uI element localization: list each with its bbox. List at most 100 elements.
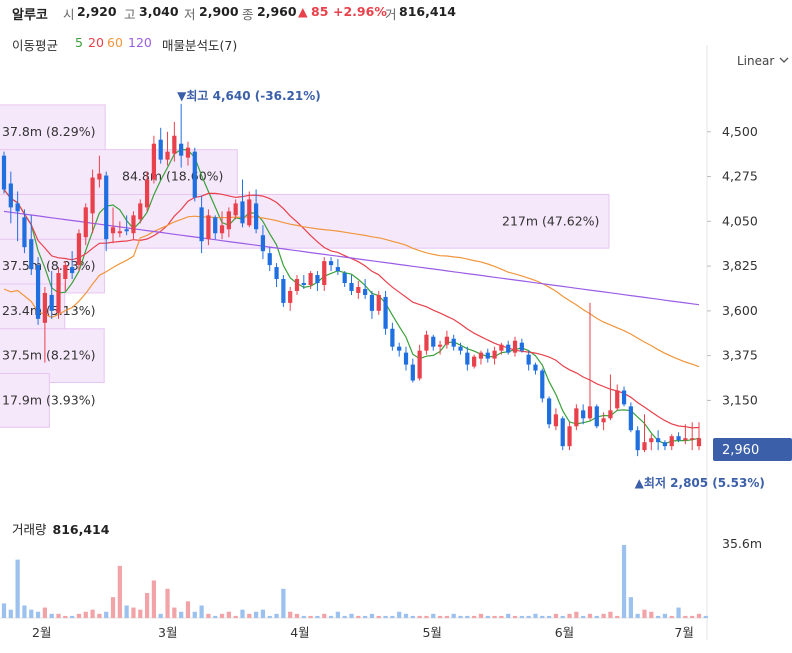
high-value: 3,040: [139, 4, 179, 19]
ma5-label[interactable]: 5: [75, 35, 83, 50]
close-label: 종: [242, 7, 254, 22]
volume-bar: [676, 607, 681, 618]
volume-bar: [342, 615, 347, 618]
volume-bars: [1, 545, 708, 618]
candle-body: [267, 253, 272, 266]
volume-bar: [192, 611, 197, 618]
volume-bar: [451, 613, 456, 618]
volume-axis: 35.6m: [722, 536, 762, 551]
volume-profile-label: 37.8m (8.29%): [2, 124, 95, 139]
candle-body: [158, 139, 163, 160]
candle-body: [690, 438, 695, 440]
candle-body: [240, 201, 245, 224]
scale-toggle[interactable]: Linear: [737, 54, 775, 68]
volume-bar: [8, 609, 13, 618]
volume-bar: [424, 615, 429, 618]
volume-bar: [158, 613, 163, 618]
volume-bar: [56, 613, 61, 618]
candle-body: [274, 267, 279, 280]
close-value: 2,960: [257, 4, 297, 19]
volume-bar: [444, 615, 450, 618]
volume-bar: [621, 545, 627, 618]
low-label: 저: [184, 7, 196, 22]
volume-bar: [144, 592, 150, 618]
volume-bar: [390, 615, 395, 618]
volume-bar: [97, 613, 102, 618]
month-label: 5월: [422, 625, 441, 640]
candle-body: [376, 294, 381, 311]
candle-body: [151, 143, 157, 180]
open-label: 시: [63, 7, 75, 22]
volume-bar: [356, 615, 361, 618]
volume-bar: [567, 613, 572, 618]
candle-body: [594, 406, 599, 427]
candle-body: [206, 215, 211, 240]
candle-body: [696, 438, 702, 447]
volume-bar: [49, 613, 54, 618]
ma20-label[interactable]: 20: [88, 35, 104, 50]
chevron-down-icon[interactable]: [779, 55, 789, 65]
candle-body: [662, 442, 668, 447]
candle-body: [315, 275, 320, 283]
volume-bar: [635, 613, 640, 618]
volume-bar: [308, 615, 313, 618]
volume-bar: [117, 565, 122, 618]
ma60-label[interactable]: 60: [107, 35, 123, 50]
price-tick-label: 3,825: [722, 258, 758, 273]
price-tick-label: 4,275: [722, 169, 758, 184]
month-label: 4월: [290, 625, 309, 640]
candle-body: [621, 390, 627, 405]
candle-body: [683, 438, 688, 441]
volume-bar: [219, 613, 225, 618]
month-label: 7월: [674, 625, 693, 640]
candle-body: [294, 279, 300, 291]
volume-profile-toggle[interactable]: 매물분석도(7): [162, 38, 238, 53]
volume-bar: [1, 603, 7, 618]
ma120-label[interactable]: 120: [128, 35, 152, 50]
volume-bar: [240, 609, 245, 618]
volume-bar: [499, 615, 504, 618]
volume-bar: [35, 611, 41, 618]
candle-body: [260, 235, 266, 252]
ma60-line: [3, 215, 700, 368]
volume-bar: [15, 559, 20, 618]
grid: [0, 45, 708, 640]
volume-bar: [690, 615, 695, 618]
candle-body: [431, 336, 436, 347]
volume-bar: [151, 580, 157, 618]
volume-bar: [472, 615, 477, 618]
candle-body: [322, 261, 327, 285]
volume-bar: [560, 615, 565, 618]
candle-body: [8, 183, 13, 208]
candle-body: [328, 261, 334, 266]
volume-bar: [417, 615, 422, 618]
volume-bar: [383, 615, 388, 618]
volume-bar: [288, 611, 293, 618]
candle-body: [512, 340, 518, 353]
current-price-label: 2,960: [722, 443, 759, 458]
month-label: 3월: [158, 625, 177, 640]
volume-bar: [478, 613, 484, 618]
candle-body: [288, 290, 293, 303]
candle-body: [219, 225, 225, 234]
candle-body: [390, 328, 395, 347]
candle-body: [369, 294, 375, 311]
candle-body: [308, 273, 313, 285]
volume-bar: [233, 615, 238, 618]
volume-bar: [281, 588, 286, 618]
price-header: 알루코 시 2,920 고 3,040 저 2,900 종 2,960 ▲ 85…: [0, 0, 792, 26]
candle-body: [403, 352, 409, 365]
volume-bar: [253, 611, 259, 618]
candle-body: [35, 265, 41, 319]
volume-bar: [683, 615, 688, 618]
volume-bar: [172, 607, 177, 618]
candle-body: [649, 438, 654, 443]
volume-bar: [656, 615, 661, 618]
volume-bar: [540, 615, 545, 618]
candle-body: [574, 408, 579, 427]
candle-body: [676, 436, 681, 441]
candle-body: [76, 233, 82, 266]
volume-profile-label: 217m (47.62%): [502, 213, 599, 228]
volume-bar: [649, 611, 654, 618]
